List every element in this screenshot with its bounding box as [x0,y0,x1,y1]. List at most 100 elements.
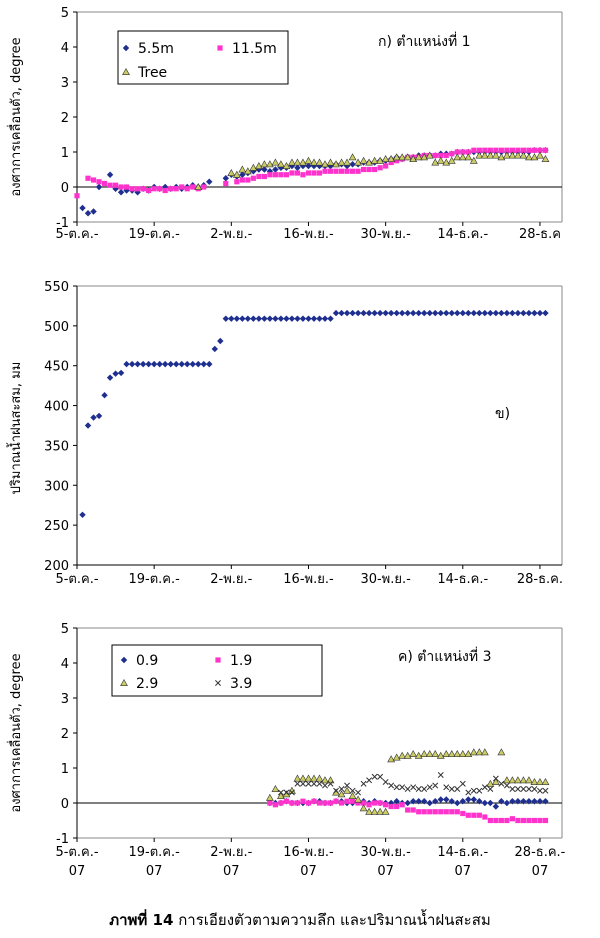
data-point-1-9 [355,800,361,806]
chart-c-y-label: องศาการเคลื่อนตัว, degree [7,653,24,812]
data-point-3-9 [349,787,356,794]
data-point-2-9 [265,793,274,801]
data-point-rainfall [316,315,323,322]
data-point-5-5m [90,208,97,215]
y-tick-label: 250 [44,519,69,534]
data-point-2-9 [447,749,456,758]
data-point-3-9 [514,786,521,792]
chart-a-y-label: องศาการเคลื่อนตัว, degree [7,37,24,196]
figure-caption-label: ภาพที่ 14 [109,909,173,929]
data-point-rainfall [167,360,174,368]
data-point-0-9 [415,798,422,805]
data-point-rainfall [459,309,466,317]
data-point-3-9 [382,779,389,785]
data-point-rainfall [250,315,257,322]
data-point-Tree [513,151,522,159]
data-point-2-9 [442,749,451,758]
y-tick-label: 3 [61,692,69,707]
data-point-5-5m [316,162,323,170]
data-point-3-9 [377,773,384,780]
data-point-2-9 [536,777,544,786]
data-point-rainfall [112,370,119,377]
data-point-1-9 [471,812,477,818]
x-tick-label: 2-พ.ย.- [210,227,252,242]
data-point-1-9 [416,809,422,815]
data-point-2-9 [277,791,285,800]
x-tick-label-line2: 07 [146,864,163,879]
data-point-rainfall [443,309,450,317]
data-point-1-9 [509,816,515,822]
data-point-11-5m [349,168,356,174]
x-tick-label: 5-ต.ค.- [55,845,98,860]
x-tick-label: 28-ธ.ค [519,227,561,242]
data-point-Tree [475,151,484,159]
data-point-1-9 [383,802,389,808]
data-point-3-9 [498,780,505,787]
data-point-3-9 [520,786,527,792]
data-point-11-5m [267,172,273,178]
data-point-rainfall [200,360,207,368]
data-point-11-5m [316,170,323,176]
data-point-rainfall [305,315,312,322]
x-tick-label-line2: 07 [223,864,240,879]
x-tick-label-line2: 07 [300,864,317,879]
y-tick-label: -1 [56,216,69,231]
data-point-11-5m [179,184,185,190]
data-point-rainfall [255,315,263,322]
data-point-Tree [288,158,296,166]
data-point-11-5m [509,147,515,153]
figure-caption: ภาพที่ 14 การเอียงตัวตามความลึก และปริมา… [109,909,491,929]
data-point-1-9 [333,798,339,804]
data-point-rainfall [503,309,511,317]
data-point-rainfall [542,309,549,317]
data-point-1-9 [438,809,444,815]
data-point-0-9 [514,798,522,805]
data-point-rainfall [327,315,334,322]
data-point-5-5m [106,171,114,178]
data-point-3-9 [426,784,433,791]
data-point-0-9 [393,798,400,805]
data-point-rainfall [470,309,478,317]
data-point-2-9 [513,776,522,784]
data-point-rainfall [349,309,356,317]
data-point-11-5m [135,186,141,192]
data-point-2-9 [332,788,340,796]
data-point-1-9 [454,809,460,815]
data-point-0-9 [525,798,533,805]
y-tick-label: 1 [61,146,69,161]
data-point-3-9 [415,786,422,792]
data-point-rainfall [239,315,246,322]
data-point-2-9 [398,751,407,759]
y-tick-label: 4 [61,657,69,672]
data-point-2-9 [337,790,346,798]
data-point-11-5m [107,182,113,188]
x-tick-label: 14-ธ.ค.- [437,572,488,587]
data-point-rainfall [244,315,252,322]
data-point-11-5m [465,149,471,155]
y-tick-label: 400 [44,400,69,415]
data-point-0-9 [476,798,483,805]
data-point-rainfall [266,315,274,322]
data-point-Tree [403,153,412,161]
data-point-2-9 [348,791,357,800]
data-point-11-5m [338,168,345,174]
data-point-rainfall [106,374,114,381]
x-tick-label: 16-พ.ย.- [283,227,334,242]
data-point-3-9 [437,772,444,778]
data-point-11-5m [168,186,174,192]
data-point-2-9 [464,749,473,758]
data-point-1-9 [305,800,312,806]
data-point-1-9 [322,800,328,806]
legend-marker-0-9 [120,656,128,664]
y-tick-label: 500 [44,320,69,335]
data-point-1-9 [427,809,433,815]
data-point-Tree [359,156,368,164]
data-point-rainfall [321,315,329,322]
data-point-rainfall [360,309,367,317]
data-point-rainfall [95,412,103,420]
data-point-11-5m [311,170,317,176]
data-point-11-5m [162,187,168,194]
data-point-Tree [486,151,495,159]
data-point-Tree [425,151,434,159]
data-point-2-9 [458,749,467,758]
